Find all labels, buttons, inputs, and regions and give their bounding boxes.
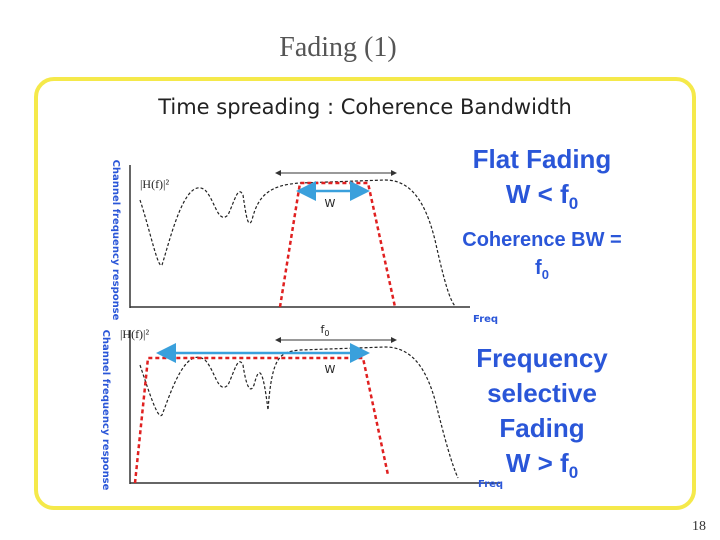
- band: [278, 181, 397, 308]
- subtitle: Time spreading : Coherence Bandwidth: [157, 95, 572, 119]
- bottom-plot: Channel frequency response |H(f)|² Freq …: [100, 323, 503, 491]
- cond-main: W > f: [506, 448, 569, 478]
- selective-line: Frequency: [476, 343, 608, 373]
- page-number: 18: [692, 519, 706, 534]
- flat-definition: Coherence BW =: [462, 229, 621, 251]
- selective-condition: W > f0: [506, 448, 578, 482]
- f0-label: f0: [321, 323, 330, 338]
- cond-sub: 0: [569, 194, 578, 213]
- flat-condition: W < f0: [506, 179, 578, 213]
- selective-line: Fading: [499, 413, 584, 443]
- cond-sub: 0: [569, 463, 578, 482]
- w-label: W: [325, 197, 336, 210]
- h-label: |H(f)|²: [120, 327, 149, 341]
- cond-main: W < f: [506, 179, 569, 209]
- f0-main: f: [321, 323, 326, 336]
- band: [133, 356, 390, 484]
- w-label: W: [325, 363, 336, 376]
- flat-heading: Flat Fading: [473, 144, 612, 174]
- frame: [34, 77, 696, 510]
- def-main: f: [535, 257, 542, 279]
- f0-sub: 0: [324, 329, 329, 338]
- h-label: |H(f)|²: [140, 177, 169, 191]
- response-curve: [139, 179, 456, 307]
- response-curve: [139, 346, 459, 479]
- selective-line: selective: [487, 378, 597, 408]
- top-plot: Channel frequency response |H(f)|² Freq …: [110, 160, 498, 325]
- x-label: Freq: [473, 314, 498, 325]
- flat-definition-value: f0: [535, 257, 549, 282]
- x-label: Freq: [478, 479, 503, 490]
- slide-title: Fading (1): [279, 32, 396, 63]
- def-sub: 0: [542, 267, 549, 282]
- y-label: Channel frequency response: [100, 330, 111, 491]
- y-label: Channel frequency response: [110, 160, 121, 321]
